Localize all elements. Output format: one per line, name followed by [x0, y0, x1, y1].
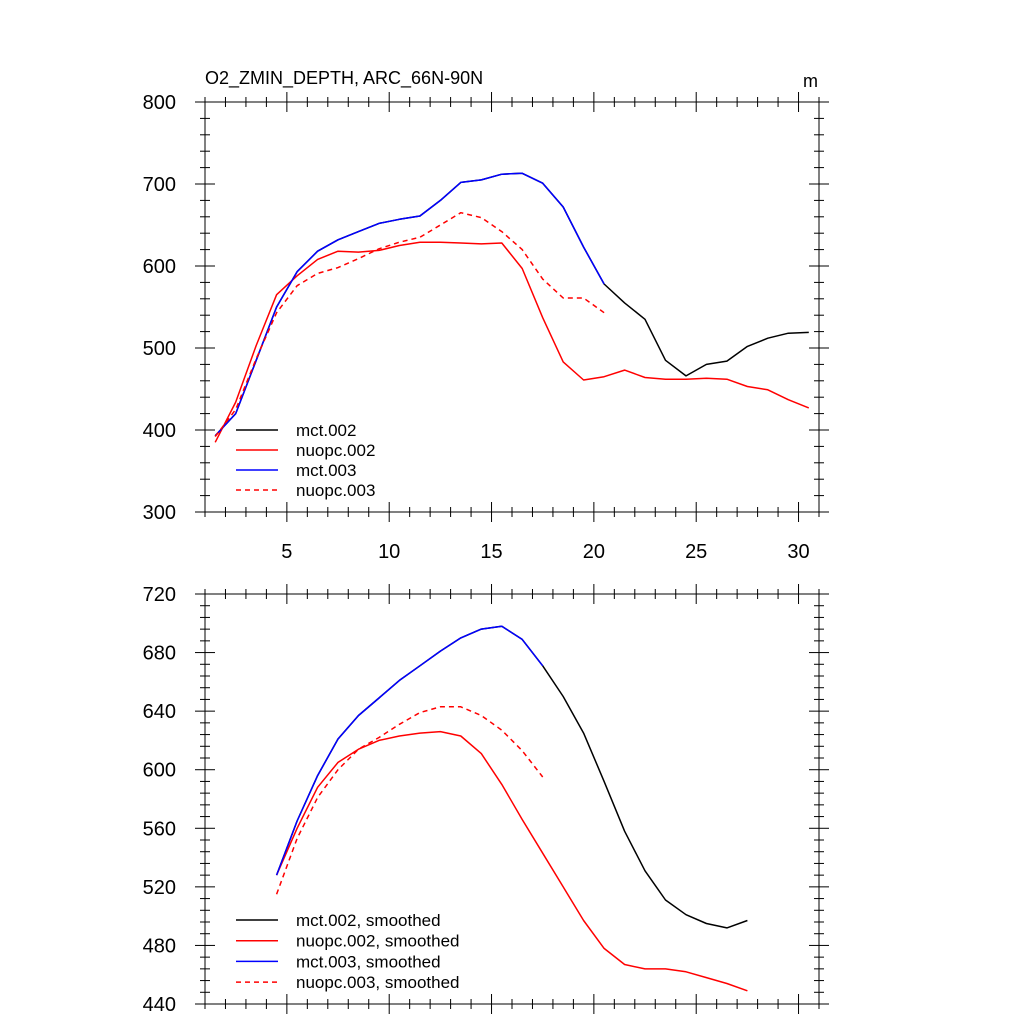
series-line-nuopc-002-smoothed — [275, 730, 748, 992]
x-tick-label: 30 — [787, 541, 809, 563]
top-series-layer — [214, 172, 810, 443]
x-tick-label: 10 — [378, 541, 400, 563]
chart-title: O2_ZMIN_DEPTH, ARC_66N-90N — [205, 68, 483, 89]
y-tick-label: 300 — [143, 502, 176, 524]
y-tick-label: 800 — [143, 92, 176, 114]
y-tick-label: 700 — [143, 174, 176, 196]
series-line-mct-003-smoothed — [275, 625, 544, 876]
y-tick-label: 680 — [143, 643, 176, 665]
top-panel: O2_ZMIN_DEPTH, ARC_66N-90N m 300 400 500 60… — [143, 68, 829, 563]
units-label: m — [803, 71, 818, 91]
legend-label: nuopc.002, smoothed — [296, 932, 460, 951]
y-tick-label: 520 — [143, 877, 176, 899]
series-line-mct-002-smoothed — [275, 625, 748, 929]
y-tick-label: 640 — [143, 701, 176, 723]
bottom-axis-ticks — [195, 584, 829, 1014]
legend-label: nuopc.003, smoothed — [296, 973, 460, 992]
bottom-series-layer — [275, 625, 748, 992]
x-tick-label: 15 — [480, 541, 502, 563]
top-plot-frame — [204, 101, 820, 513]
series-line-mct-003 — [214, 172, 605, 437]
bottom-legend: mct.002, smoothed nuopc.002, smoothedmct.… — [236, 911, 460, 992]
series-line-nuopc-003-smoothed — [275, 706, 544, 895]
legend-label: mct.003 — [296, 461, 356, 480]
top-axis-ticks — [195, 92, 829, 522]
y-tick-label: 600 — [143, 256, 176, 278]
y-tick-label: 400 — [143, 420, 176, 442]
series-line-mct-002 — [214, 172, 809, 437]
bottom-plot-frame — [204, 593, 820, 1005]
bottom-panel: 440 480 520 560 600 640 680 720 mct.002, smooth… — [143, 584, 829, 1016]
bottom-tick-labels: 440 480 520 560 600 640 680 720 — [143, 584, 176, 1016]
y-tick-label: 720 — [143, 584, 176, 606]
series-line-nuopc-003 — [214, 211, 605, 438]
x-tick-label: 20 — [583, 541, 605, 563]
top-tick-labels: 300 400 500 600 700 800 5 10 15 20 25 30 — [143, 92, 810, 563]
y-tick-label: 480 — [143, 935, 176, 957]
legend-label: nuopc.002 — [296, 441, 375, 460]
y-tick-label: 440 — [143, 994, 176, 1016]
series-line-nuopc-002 — [214, 241, 810, 443]
y-tick-label: 600 — [143, 760, 176, 782]
legend-label: mct.002 — [296, 421, 356, 440]
y-tick-label: 560 — [143, 818, 176, 840]
legend-label: mct.003, smoothed — [296, 952, 441, 971]
legend-label: nuopc.003 — [296, 481, 375, 500]
x-tick-label: 25 — [685, 541, 707, 563]
y-tick-label: 500 — [143, 338, 176, 360]
legend-label: mct.002, smoothed — [296, 911, 441, 930]
x-tick-label: 5 — [281, 541, 292, 563]
